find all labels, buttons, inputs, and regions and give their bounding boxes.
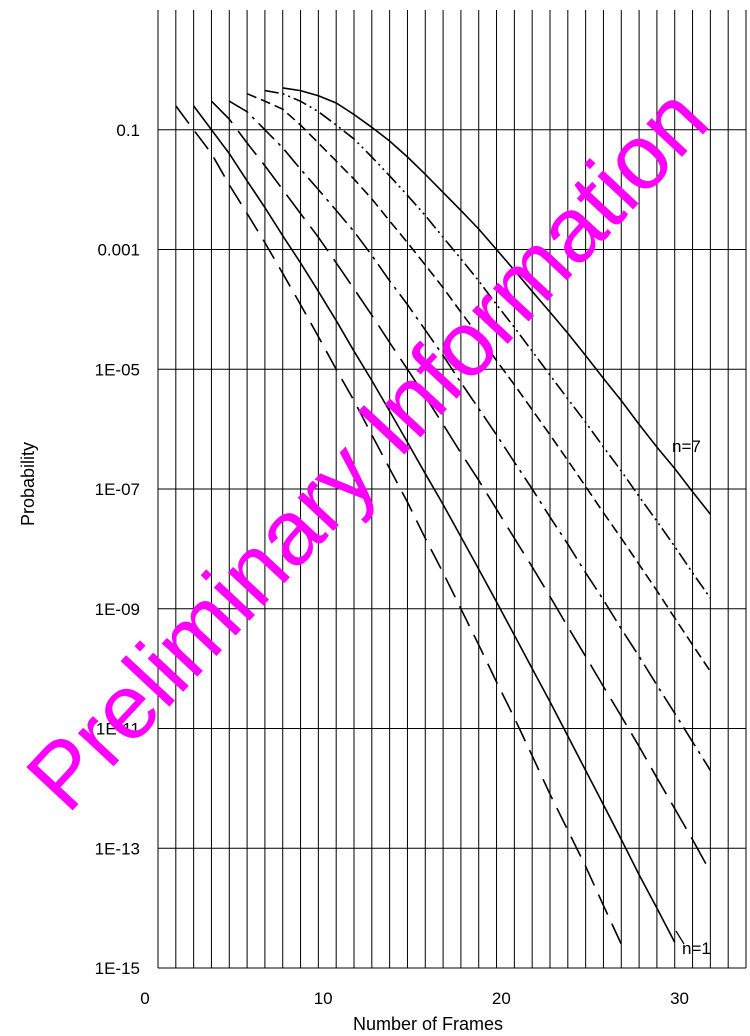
y-tick-label: 1E-15 [95,959,140,978]
y-tick-label: 1E-05 [95,360,140,379]
x-tick-label: 30 [670,989,689,1008]
series-line-6 [264,89,712,599]
y-tick-label: 1E-13 [95,839,140,858]
series-line-3 [210,100,712,873]
series-group [175,87,712,945]
x-tick-label: 20 [492,989,511,1008]
annotation-n1-pointer [675,930,685,945]
annotation-n1: n=1 [682,939,711,958]
series-line-2 [192,105,676,943]
series-line-7 [282,87,712,515]
x-tick-label: 10 [314,989,333,1008]
y-tick-label: 0.001 [97,241,140,260]
series-line-1 [175,105,623,945]
x-axis-title: Number of Frames [353,1014,503,1034]
y-tick-label: 1E-07 [95,480,140,499]
x-tick-label: 0 [140,989,149,1008]
y-tick-label: 1E-11 [96,720,140,739]
grid-lines [157,10,747,969]
series-line-4 [228,100,712,771]
y-tick-labels: 0.1 0.001 1E-05 1E-07 1E-09 1E-11 1E-13 1E-15 [95,121,140,978]
annotation-n7: n=7 [672,437,701,456]
y-tick-label: 0.1 [116,121,140,140]
watermark: Preliminary Information [7,68,727,829]
series-line-5 [246,92,712,672]
y-tick-label: 1E-09 [95,600,140,619]
x-tick-labels: 0 10 20 30 [140,989,689,1008]
y-axis-title: Probability [18,442,38,526]
